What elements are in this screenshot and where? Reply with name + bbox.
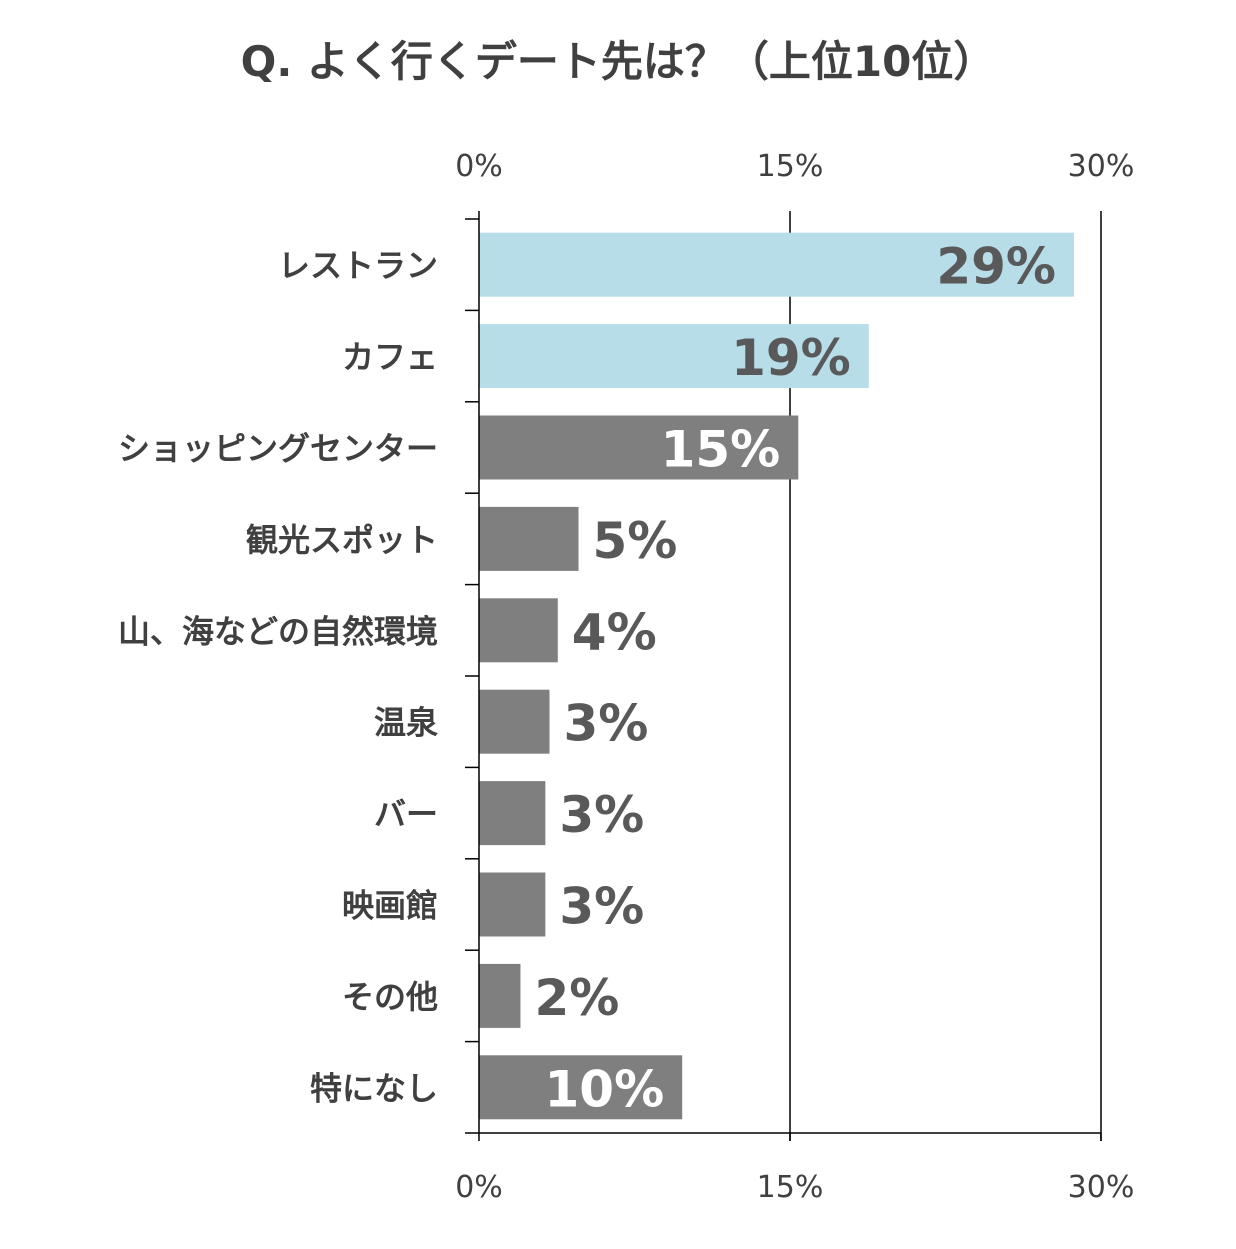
category-label: 温泉 xyxy=(374,704,438,742)
bar xyxy=(479,415,799,480)
category-label: 映画館 xyxy=(342,887,438,925)
data-label: 3% xyxy=(563,695,648,753)
x-tick-label-bottom: 15% xyxy=(757,1170,824,1205)
x-tick-label-bottom: 30% xyxy=(1068,1170,1135,1205)
category-label: レストラン xyxy=(278,247,438,285)
bar xyxy=(479,963,521,1028)
bar xyxy=(479,781,546,846)
category-label: ショッピングセンター xyxy=(118,430,438,468)
bar xyxy=(479,1055,683,1120)
bar xyxy=(479,872,546,937)
bar xyxy=(479,324,869,389)
category-label: バー xyxy=(374,795,438,833)
bar xyxy=(479,598,558,663)
bar xyxy=(479,506,579,571)
data-label: 3% xyxy=(559,878,644,936)
data-label: 4% xyxy=(572,603,657,661)
x-tick-label-top: 30% xyxy=(1068,149,1135,184)
category-label: 観光スポット xyxy=(246,521,438,559)
chart-title: Q. よく行くデート先は？（上位10位） xyxy=(240,37,996,86)
bar xyxy=(479,689,550,754)
data-label: 5% xyxy=(593,512,678,570)
x-tick-label-top: 15% xyxy=(757,149,824,184)
bar xyxy=(479,232,1075,297)
data-label: 2% xyxy=(534,969,619,1027)
category-label: 山、海などの自然環境 xyxy=(118,612,438,650)
data-label: 10% xyxy=(544,1060,664,1118)
data-label: 29% xyxy=(936,238,1056,296)
x-tick-label-bottom: 0% xyxy=(455,1170,503,1205)
category-label: その他 xyxy=(342,978,438,1016)
category-label: カフェ xyxy=(342,338,438,376)
data-label: 15% xyxy=(661,421,781,479)
data-label: 19% xyxy=(731,329,851,387)
x-tick-label-top: 0% xyxy=(455,149,503,184)
category-label: 特になし xyxy=(310,1069,438,1107)
data-label: 3% xyxy=(559,786,644,844)
